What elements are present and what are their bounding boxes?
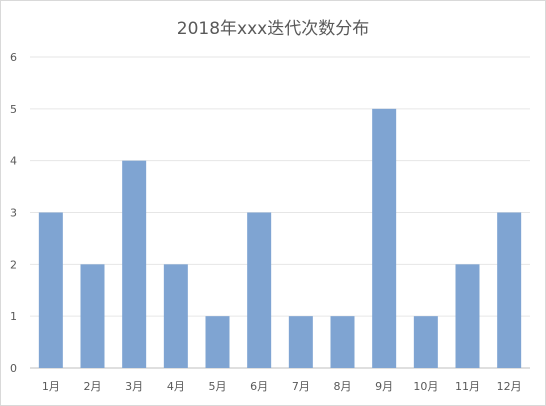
- y-axis-ticks: 0 1 2 3 4 5 6: [10, 51, 17, 375]
- x-tick-label: 5月: [209, 380, 227, 393]
- y-tick-label: 5: [10, 103, 17, 116]
- bar-12: [497, 212, 522, 368]
- y-tick-label: 4: [10, 155, 17, 168]
- bars: [38, 108, 522, 368]
- x-tick-label: 6月: [250, 380, 268, 393]
- y-tick-label: 6: [10, 51, 17, 64]
- bar-10: [413, 316, 438, 368]
- bar-5: [205, 316, 230, 368]
- x-tick-label: 11月: [455, 380, 480, 393]
- bar-9: [372, 108, 397, 368]
- bar-3: [122, 160, 147, 368]
- x-tick-label: 1月: [42, 380, 60, 393]
- y-tick-label: 3: [10, 207, 17, 220]
- bar-7: [288, 316, 313, 368]
- x-tick-label: 4月: [167, 380, 185, 393]
- bar-1: [38, 212, 63, 368]
- x-tick-label: 2月: [84, 380, 102, 393]
- x-tick-label: 9月: [375, 380, 393, 393]
- x-tick-label: 10月: [413, 380, 438, 393]
- x-tick-label: 8月: [334, 380, 352, 393]
- gridlines: [30, 56, 530, 369]
- y-tick-label: 1: [10, 310, 17, 323]
- bar-4: [163, 264, 188, 368]
- bar-11: [455, 264, 480, 368]
- x-tick-label: 7月: [292, 380, 310, 393]
- x-tick-label: 12月: [497, 380, 522, 393]
- bar-6: [247, 212, 272, 368]
- y-tick-label: 2: [10, 258, 17, 271]
- x-axis-ticks: 1月 2月 3月 4月 5月 6月 7月 8月 9月 10月 11月 12月: [42, 380, 522, 393]
- x-tick-label: 3月: [125, 380, 143, 393]
- y-tick-label: 0: [10, 362, 17, 375]
- chart-title: 2018年xxx迭代次数分布: [176, 19, 370, 39]
- bar-8: [330, 316, 355, 368]
- bar-2: [80, 264, 105, 368]
